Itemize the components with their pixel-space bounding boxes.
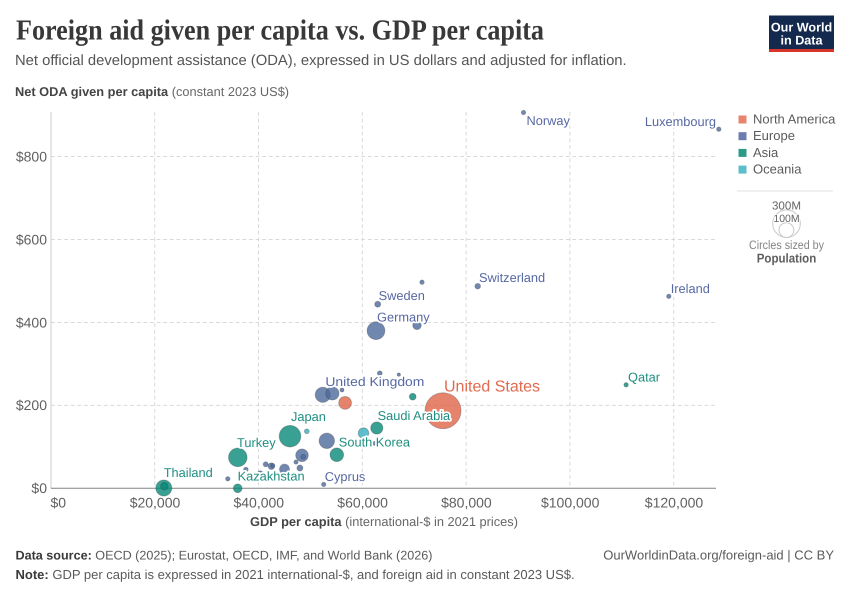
svg-text:300M: 300M bbox=[772, 200, 801, 213]
svg-text:Population: Population bbox=[757, 251, 817, 266]
svg-text:OurWorldinData.org/foreign-aid: OurWorldinData.org/foreign-aid | CC BY bbox=[603, 548, 834, 563]
svg-text:$120,000: $120,000 bbox=[645, 495, 704, 511]
svg-text:United Kingdom: United Kingdom bbox=[325, 374, 424, 389]
svg-text:Circles sized by: Circles sized by bbox=[749, 238, 825, 252]
svg-text:Foreign aid given per capita v: Foreign aid given per capita vs. GDP per… bbox=[16, 15, 544, 47]
svg-text:Asia: Asia bbox=[753, 145, 779, 160]
svg-text:Thailand: Thailand bbox=[164, 465, 213, 480]
svg-text:Qatar: Qatar bbox=[628, 370, 661, 385]
svg-text:Sweden: Sweden bbox=[379, 288, 425, 303]
svg-text:Cyprus: Cyprus bbox=[325, 469, 366, 484]
svg-text:GDP per capita (international-: GDP per capita (international-$ in 2021 … bbox=[250, 514, 518, 529]
svg-text:$100,000: $100,000 bbox=[541, 495, 600, 511]
svg-text:$80,000: $80,000 bbox=[441, 495, 492, 511]
svg-text:Net ODA given per capita (cons: Net ODA given per capita (constant 2023 … bbox=[15, 84, 289, 99]
svg-text:$60,000: $60,000 bbox=[337, 495, 388, 511]
svg-text:Saudi Arabia: Saudi Arabia bbox=[378, 408, 451, 423]
svg-text:Turkey: Turkey bbox=[237, 435, 276, 450]
svg-text:Net official development assis: Net official development assistance (ODA… bbox=[15, 53, 627, 69]
svg-text:Germany: Germany bbox=[377, 310, 430, 325]
svg-text:$200: $200 bbox=[16, 397, 47, 413]
svg-text:Ireland: Ireland bbox=[671, 281, 710, 296]
svg-text:Japan: Japan bbox=[291, 409, 326, 424]
svg-text:Luxembourg: Luxembourg bbox=[645, 114, 716, 129]
svg-text:Our World: Our World bbox=[771, 21, 832, 35]
svg-text:Kazakhstan: Kazakhstan bbox=[238, 469, 305, 484]
svg-text:United States: United States bbox=[444, 379, 540, 396]
svg-text:$40,000: $40,000 bbox=[233, 495, 284, 511]
svg-text:$0: $0 bbox=[51, 495, 67, 511]
svg-text:Oceania: Oceania bbox=[753, 162, 802, 177]
svg-text:South Korea: South Korea bbox=[339, 435, 411, 450]
svg-text:$600: $600 bbox=[16, 231, 47, 247]
svg-text:Norway: Norway bbox=[527, 113, 571, 128]
svg-text:$400: $400 bbox=[16, 314, 47, 330]
svg-text:Data source: OECD (2025); Euro: Data source: OECD (2025); Eurostat, OECD… bbox=[16, 549, 433, 563]
svg-text:in Data: in Data bbox=[781, 34, 824, 48]
svg-text:$800: $800 bbox=[16, 148, 47, 164]
svg-text:$20,000: $20,000 bbox=[130, 495, 181, 511]
svg-text:Europe: Europe bbox=[753, 128, 795, 143]
svg-text:North America: North America bbox=[753, 112, 836, 127]
svg-text:Note: GDP per capita is expres: Note: GDP per capita is expressed in 202… bbox=[16, 567, 575, 582]
svg-text:$0: $0 bbox=[31, 480, 47, 496]
svg-text:100M: 100M bbox=[773, 213, 799, 225]
svg-text:Switzerland: Switzerland bbox=[479, 270, 545, 285]
